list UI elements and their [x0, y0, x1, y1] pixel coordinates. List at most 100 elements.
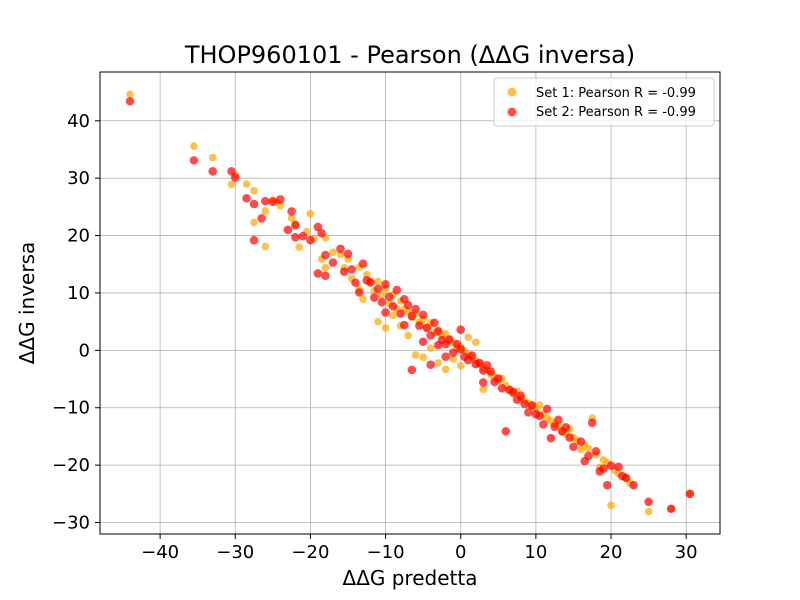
data-point	[602, 480, 612, 490]
data-point	[336, 244, 345, 254]
data-point	[407, 365, 417, 375]
data-point	[261, 207, 270, 215]
data-point	[359, 295, 367, 304]
data-point	[415, 321, 424, 330]
data-point	[407, 311, 417, 321]
data-point	[242, 180, 251, 188]
data-point	[539, 420, 548, 429]
data-point	[389, 311, 397, 320]
data-point	[607, 501, 615, 510]
data-point	[565, 433, 574, 442]
data-point	[306, 235, 315, 245]
data-point	[354, 288, 364, 297]
data-point	[377, 297, 387, 307]
data-point	[418, 337, 428, 347]
data-point	[471, 338, 480, 347]
x-tick-label: −20	[291, 542, 329, 563]
data-point	[599, 464, 608, 473]
data-point	[666, 504, 676, 514]
data-point	[426, 360, 435, 369]
data-point	[396, 309, 405, 318]
y-axis-label: ΔΔG inversa	[15, 242, 39, 365]
data-point	[404, 331, 412, 340]
data-point	[343, 249, 353, 259]
y-tick-label: −10	[52, 398, 90, 419]
data-point	[291, 220, 300, 230]
data-point	[494, 374, 503, 383]
data-point	[418, 310, 428, 320]
plot-area-frame	[99, 71, 721, 535]
data-point	[370, 293, 379, 302]
data-point	[189, 156, 199, 165]
data-point	[621, 473, 631, 483]
data-point	[430, 318, 439, 328]
data-point	[190, 142, 198, 150]
data-point	[520, 399, 529, 409]
data-point	[479, 385, 488, 394]
data-point	[283, 225, 293, 235]
data-point	[381, 324, 390, 332]
legend-marker-set-1	[507, 87, 517, 97]
data-point	[587, 418, 597, 427]
x-tick-label: −30	[216, 542, 254, 563]
data-point	[464, 333, 473, 341]
data-point	[358, 259, 368, 268]
data-point	[475, 358, 484, 368]
data-point	[426, 344, 435, 352]
data-point	[392, 285, 402, 295]
data-point	[351, 278, 360, 287]
data-point	[644, 497, 653, 507]
data-point	[411, 351, 420, 359]
data-point	[449, 355, 458, 363]
data-point	[321, 263, 330, 272]
x-tick-label: 20	[600, 542, 623, 563]
data-point	[381, 308, 390, 317]
data-point	[276, 201, 285, 210]
data-point	[321, 250, 330, 260]
data-point	[208, 166, 218, 176]
x-tick-label: −40	[141, 542, 179, 563]
legend-label-set-2: Set 2: Pearson R = -0.99	[536, 105, 696, 120]
data-point	[591, 447, 601, 456]
data-point	[250, 218, 258, 227]
legend-marker-set-2	[507, 107, 517, 117]
data-point	[584, 451, 593, 461]
data-point	[441, 352, 450, 361]
data-point	[448, 348, 458, 357]
data-point	[516, 391, 526, 400]
data-point	[374, 277, 382, 286]
data-point	[381, 280, 390, 289]
y-tick-label: 40	[67, 111, 90, 132]
data-point	[542, 404, 552, 414]
data-point	[456, 344, 466, 354]
data-point	[478, 378, 488, 387]
data-point	[227, 166, 236, 176]
data-point	[385, 292, 394, 302]
data-point	[486, 367, 496, 376]
data-point	[426, 331, 435, 340]
data-point	[554, 415, 563, 425]
data-point	[441, 365, 450, 374]
data-point	[291, 232, 300, 242]
data-point	[614, 462, 623, 472]
data-point	[126, 90, 134, 99]
x-tick-label: −10	[367, 542, 405, 563]
data-point	[509, 387, 518, 397]
data-point	[524, 408, 533, 417]
data-point	[584, 444, 593, 453]
data-point	[422, 323, 432, 333]
data-point	[208, 153, 217, 162]
data-point	[419, 353, 427, 362]
data-point	[535, 411, 544, 421]
x-axis-label: ΔΔG predetta	[343, 566, 478, 590]
data-point	[276, 195, 285, 204]
data-point	[373, 284, 383, 294]
data-point	[629, 480, 638, 490]
data-point	[306, 209, 315, 218]
axis-ticks: −40 −30 −20 −10 0 10 20 30 −30 −20 −10 0 10 20 30 40	[52, 111, 698, 563]
data-point	[606, 461, 616, 471]
series-set-2	[125, 96, 695, 514]
x-tick-label: 10	[524, 542, 547, 563]
data-point	[250, 187, 258, 195]
